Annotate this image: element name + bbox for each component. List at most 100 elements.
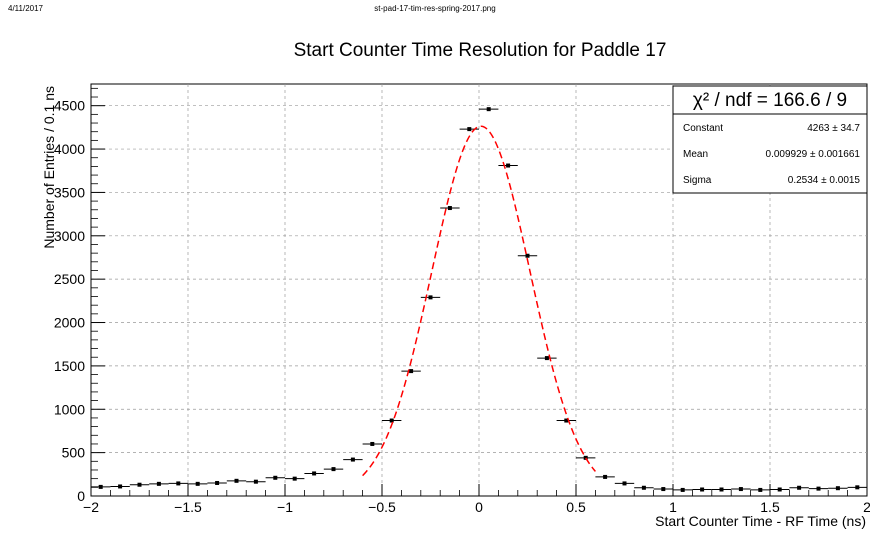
point-marker (273, 475, 278, 480)
data-point (440, 206, 460, 211)
point-marker (855, 485, 860, 490)
stats-value-constant: 4263 ± 34.7 (807, 123, 860, 134)
point-marker (506, 163, 511, 168)
stats-value-mean: 0.009929 ± 0.001661 (766, 149, 861, 160)
point-marker (370, 441, 375, 446)
point-marker (680, 487, 685, 492)
gaussian-fit-curve (362, 125, 596, 477)
point-marker (486, 107, 491, 112)
chart-title: Start Counter Time Resolution for Paddle… (294, 40, 667, 61)
data-point (731, 487, 751, 492)
data-point (614, 481, 635, 486)
data-point (576, 455, 596, 460)
grid-lines (91, 84, 867, 496)
point-marker (312, 471, 317, 476)
data-point (420, 295, 441, 300)
point-marker (350, 457, 355, 462)
data-point (401, 369, 421, 374)
point-marker (409, 369, 414, 374)
point-marker (622, 481, 627, 486)
x-tick-label: 1 (669, 499, 677, 515)
y-tick-label: 4500 (54, 98, 85, 114)
data-point (188, 481, 208, 486)
data-point (692, 487, 712, 492)
point-marker (544, 356, 549, 361)
data-point (265, 475, 285, 480)
point-marker (98, 484, 103, 489)
y-tick-label: 4000 (54, 141, 85, 157)
data-point (304, 471, 324, 476)
data-point (556, 418, 576, 423)
point-marker (195, 481, 200, 486)
data-point (789, 485, 809, 490)
data-point (129, 482, 150, 487)
point-marker (700, 487, 705, 492)
y-axis-label: Number of Entries / 0.1 ns (41, 86, 57, 249)
data-point (323, 467, 344, 472)
data-point (808, 486, 829, 491)
x-tick-label: 0 (475, 499, 483, 515)
data-point (110, 484, 130, 489)
data-point (207, 480, 227, 485)
data-point (537, 356, 557, 361)
y-tick-label: 500 (62, 445, 86, 461)
x-tick-label: 2 (863, 499, 870, 515)
x-tick-label: −1 (277, 499, 293, 515)
data-point (828, 486, 848, 491)
point-marker (738, 487, 743, 492)
point-marker (797, 485, 802, 490)
point-marker (661, 487, 666, 492)
data-point (673, 487, 693, 492)
print-date: 4/11/2017 (8, 4, 43, 13)
point-marker (467, 127, 472, 132)
data-point (246, 479, 266, 484)
axis-ticks: −2 −1.5 −1 −0.5 0 0.5 1 1.5 2 0 500 1000 1500 2000 250… (54, 87, 870, 515)
data-point (770, 487, 790, 492)
point-marker (447, 206, 452, 211)
point-marker (564, 418, 569, 423)
y-tick-label: 1000 (54, 401, 85, 417)
x-tick-label: 0.5 (566, 499, 586, 515)
point-marker (835, 486, 840, 491)
point-marker (641, 485, 646, 490)
data-point (343, 457, 363, 462)
point-marker (215, 480, 220, 485)
data-point (382, 418, 402, 423)
point-marker (292, 476, 297, 481)
point-marker (234, 478, 239, 483)
point-marker (156, 481, 161, 486)
stats-label-mean: Mean (683, 149, 708, 160)
data-point (498, 163, 518, 168)
point-marker (331, 467, 336, 472)
data-point (847, 485, 867, 490)
point-marker (583, 455, 588, 460)
point-marker (525, 253, 530, 258)
point-marker (118, 484, 123, 489)
x-tick-label: −2 (83, 499, 99, 515)
x-tick-label: −1.5 (174, 499, 202, 515)
point-marker (137, 482, 142, 487)
y-tick-label: 0 (77, 488, 85, 504)
data-point (595, 474, 615, 479)
data-point (517, 253, 538, 258)
y-tick-label: 2500 (54, 271, 85, 287)
stats-chi2: χ² / ndf = 166.6 / 9 (693, 90, 847, 111)
y-tick-label: 2000 (54, 315, 85, 331)
point-marker (603, 474, 608, 479)
x-tick-label: −0.5 (368, 499, 396, 515)
data-point (711, 487, 732, 492)
data-point (362, 441, 382, 446)
data-point (285, 476, 305, 481)
point-marker (253, 479, 258, 484)
point-marker (719, 487, 724, 492)
data-point (91, 484, 111, 489)
data-point (750, 487, 770, 492)
point-marker (777, 487, 782, 492)
y-tick-label: 3500 (54, 184, 85, 200)
data-point (168, 481, 188, 486)
y-tick-label: 1500 (54, 358, 85, 374)
data-point (653, 487, 673, 492)
x-tick-label: 1.5 (760, 499, 780, 515)
data-point (479, 107, 499, 112)
